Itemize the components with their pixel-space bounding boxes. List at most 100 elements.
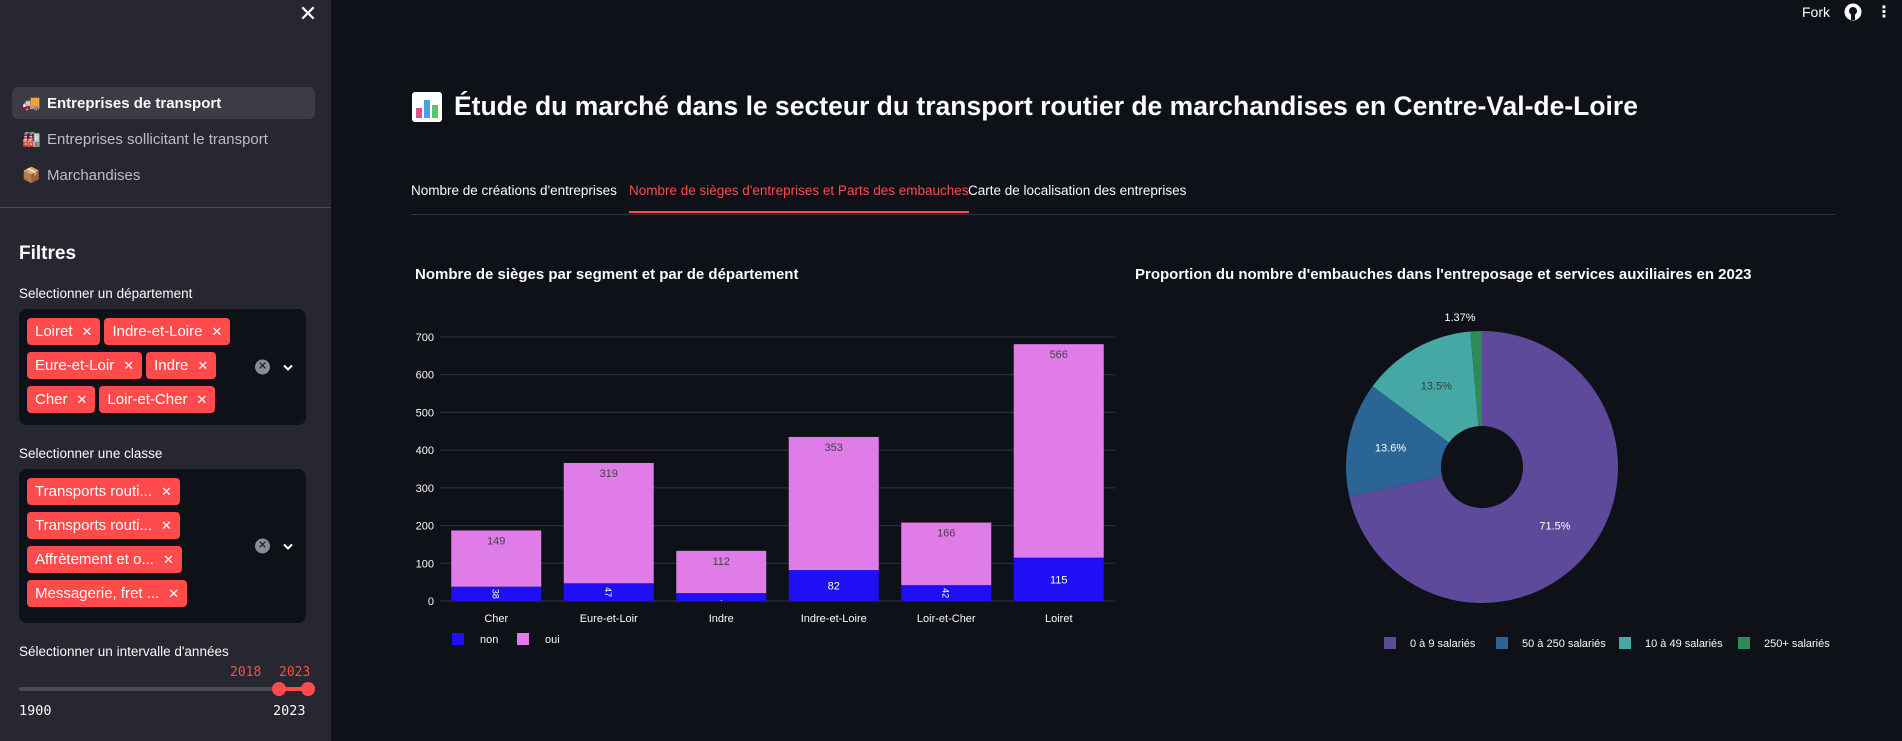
pie-slice[interactable] bbox=[1372, 331, 1479, 443]
year-slider-low-handle[interactable] bbox=[272, 682, 286, 696]
remove-tag-icon[interactable]: ✕ bbox=[168, 585, 180, 601]
departement-multiselect[interactable]: Loiret ✕ Indre-et-Loire ✕ Eure-et-Loir ✕ In… bbox=[19, 309, 306, 425]
bar-value-label: 38 bbox=[490, 589, 500, 599]
bar-oui[interactable] bbox=[563, 462, 654, 584]
x-tick-label: Eure-et-Loir bbox=[580, 613, 638, 625]
bar-oui[interactable] bbox=[1013, 344, 1104, 558]
x-tick-label: Loir-et-Cher bbox=[917, 613, 976, 625]
remove-tag-icon[interactable]: ✕ bbox=[211, 323, 223, 339]
pie-slice[interactable] bbox=[1349, 331, 1618, 603]
bar-oui[interactable] bbox=[788, 436, 879, 571]
sidebar-divider bbox=[0, 207, 331, 208]
factory-icon: 🏭 bbox=[22, 131, 41, 148]
tag-departement[interactable]: Loir-et-Cher ✕ bbox=[99, 386, 216, 413]
fork-button[interactable]: Fork bbox=[1802, 4, 1830, 20]
y-tick-label: 700 bbox=[416, 332, 434, 344]
pie-slice-label: 13.5% bbox=[1421, 380, 1452, 392]
clear-all-icon[interactable]: ✕ bbox=[255, 359, 270, 375]
bar-non[interactable] bbox=[563, 583, 654, 601]
chevron-down-icon[interactable] bbox=[282, 540, 294, 552]
bar-oui[interactable] bbox=[676, 550, 767, 594]
pie-slice[interactable] bbox=[1346, 386, 1450, 497]
bar-value-label: 166 bbox=[937, 528, 955, 540]
bar-non[interactable] bbox=[451, 586, 542, 601]
classe-multiselect[interactable]: Transports routi... ✕ Transports routi...… bbox=[19, 469, 306, 623]
tab-carte[interactable]: Carte de localisation des entreprises bbox=[968, 183, 1187, 198]
nav-item-label: Entreprises de transport bbox=[47, 94, 222, 112]
year-slider-track[interactable] bbox=[19, 687, 309, 691]
tag-departement[interactable]: Indre-et-Loire ✕ bbox=[104, 318, 231, 345]
close-sidebar-icon[interactable]: ✕ bbox=[298, 1, 318, 26]
legend-swatch[interactable] bbox=[1384, 637, 1396, 649]
legend-label: 50 à 250 salariés bbox=[1522, 638, 1606, 650]
remove-tag-icon[interactable]: ✕ bbox=[76, 391, 88, 407]
bar-non[interactable] bbox=[788, 570, 879, 601]
y-tick-label: 500 bbox=[416, 407, 434, 419]
legend-label: oui bbox=[545, 634, 560, 646]
slider-min-label: 1900 bbox=[19, 703, 52, 719]
y-tick-label: 300 bbox=[416, 483, 434, 495]
tag-classe[interactable]: Transports routi... ✕ bbox=[27, 512, 180, 539]
more-menu-icon[interactable]: ⋮ bbox=[1876, 4, 1892, 21]
legend-label: 10 à 49 salariés bbox=[1645, 638, 1723, 650]
legend-label: 250+ salariés bbox=[1764, 638, 1830, 650]
sidebar: ✕ 🚚 Entreprises de transport 🏭 Entrepris… bbox=[0, 0, 331, 741]
x-tick-label: Loiret bbox=[1045, 613, 1073, 625]
bar-oui[interactable] bbox=[451, 530, 542, 587]
tag-departement[interactable]: Indre ✕ bbox=[146, 352, 217, 379]
remove-tag-icon[interactable]: ✕ bbox=[81, 323, 93, 339]
chevron-down-icon[interactable] bbox=[282, 361, 294, 373]
remove-tag-icon[interactable]: ✕ bbox=[162, 551, 174, 567]
github-icon[interactable] bbox=[1844, 3, 1862, 21]
legend-swatch[interactable] bbox=[1496, 637, 1508, 649]
bar-chart-icon bbox=[412, 91, 442, 122]
legend-label: non bbox=[480, 634, 498, 646]
remove-tag-icon[interactable]: ✕ bbox=[160, 483, 172, 499]
bar-chart-title: Nombre de sièges par segment et par de d… bbox=[415, 266, 799, 283]
nav-item-label: Entreprises sollicitant le transport bbox=[47, 130, 268, 148]
tab-sieges-embauches[interactable]: Nombre de sièges d'entreprises et Parts … bbox=[629, 183, 969, 213]
remove-tag-icon[interactable]: ✕ bbox=[196, 391, 208, 407]
y-tick-label: 0 bbox=[428, 596, 434, 608]
nav-item-entreprises-sollicitant[interactable]: 🏭 Entreprises sollicitant le transport bbox=[12, 123, 315, 155]
bar-value-label: 47 bbox=[603, 587, 613, 597]
bar-value-label: 319 bbox=[600, 468, 618, 480]
tag-departement[interactable]: Loiret ✕ bbox=[27, 318, 101, 345]
clear-all-icon[interactable]: ✕ bbox=[255, 538, 270, 554]
bar-non[interactable] bbox=[1013, 557, 1104, 601]
nav-item-entreprises-transport[interactable]: 🚚 Entreprises de transport bbox=[12, 87, 315, 119]
departement-label: Selectionner un département bbox=[19, 286, 193, 301]
tag-classe[interactable]: Transports routi... ✕ bbox=[27, 478, 180, 505]
tag-classe[interactable]: Messagerie, fret ... ✕ bbox=[27, 580, 188, 607]
pie-chart-title: Proportion du nombre d'embauches dans l'… bbox=[1135, 266, 1752, 283]
classe-label: Selectionner une classe bbox=[19, 446, 163, 461]
slider-high-value: 2023 bbox=[279, 665, 311, 680]
tag-departement[interactable]: Eure-et-Loir ✕ bbox=[27, 352, 143, 379]
slider-max-label: 2023 bbox=[273, 703, 306, 719]
legend-swatch[interactable] bbox=[452, 633, 464, 645]
tab-bar: Nombre de créations d'entreprises Nombre… bbox=[411, 175, 1835, 215]
y-tick-label: 600 bbox=[416, 370, 434, 382]
legend-swatch[interactable] bbox=[1619, 637, 1631, 649]
legend-swatch[interactable] bbox=[1738, 637, 1750, 649]
top-toolbar: Fork ⋮ bbox=[1802, 0, 1902, 24]
x-tick-label: Cher bbox=[484, 613, 508, 625]
pie-slice[interactable] bbox=[1470, 331, 1482, 427]
remove-tag-icon[interactable]: ✕ bbox=[160, 517, 172, 533]
bar-value-label: 82 bbox=[828, 581, 840, 593]
bar-non[interactable] bbox=[901, 585, 992, 601]
tab-creations[interactable]: Nombre de créations d'entreprises bbox=[411, 183, 617, 198]
remove-tag-icon[interactable]: ✕ bbox=[123, 357, 135, 373]
legend-swatch[interactable] bbox=[517, 633, 529, 645]
bar-non[interactable] bbox=[676, 593, 767, 601]
tag-departement[interactable]: Cher ✕ bbox=[27, 386, 96, 413]
tag-classe[interactable]: Affrètement et o... ✕ bbox=[27, 546, 182, 573]
remove-tag-icon[interactable]: ✕ bbox=[197, 357, 209, 373]
bar-value-label: 115 bbox=[1050, 574, 1068, 586]
year-slider-high-handle[interactable] bbox=[301, 682, 315, 696]
nav-item-marchandises[interactable]: 📦 Marchandises bbox=[12, 159, 315, 191]
bar-oui[interactable] bbox=[901, 522, 992, 586]
bar-value-label: 353 bbox=[825, 442, 843, 454]
bar-value-label: . bbox=[720, 593, 723, 603]
page-title-text: Étude du marché dans le secteur du trans… bbox=[454, 91, 1638, 121]
